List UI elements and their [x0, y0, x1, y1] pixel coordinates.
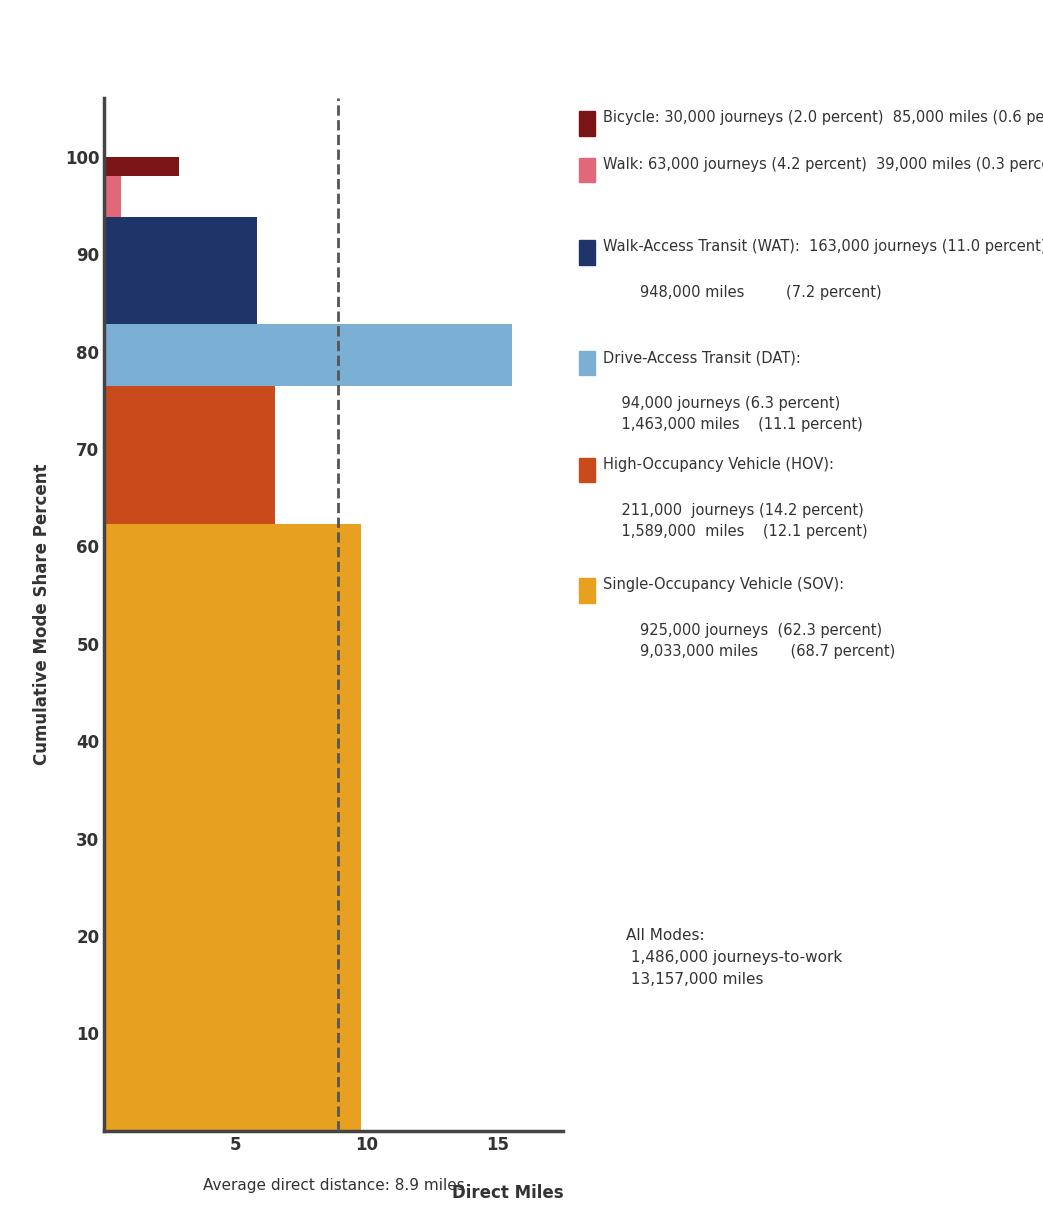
Bar [104, 324, 512, 386]
Text: Walk-Access Transit (WAT):  163,000 journeys (11.0 percent): Walk-Access Transit (WAT): 163,000 journ… [603, 240, 1043, 254]
Bar [104, 218, 257, 324]
Bar [104, 524, 361, 1131]
Bar [104, 176, 121, 218]
Text: Walk: 63,000 journeys (4.2 percent)  39,000 miles (0.3 percent): Walk: 63,000 journeys (4.2 percent) 39,0… [603, 157, 1043, 172]
Text: High-Occupancy Vehicle (HOV):: High-Occupancy Vehicle (HOV): [603, 457, 833, 472]
Text: Bicycle: 30,000 journeys (2.0 percent)  85,000 miles (0.6 percent): Bicycle: 30,000 journeys (2.0 percent) 8… [603, 111, 1043, 125]
Text: Direct Miles: Direct Miles [452, 1185, 563, 1202]
Text: Average direct distance: 8.9 miles: Average direct distance: 8.9 miles [203, 1179, 464, 1193]
Y-axis label: Cumulative Mode Share Percent: Cumulative Mode Share Percent [33, 463, 51, 766]
Text: 94,000 journeys (6.3 percent)
    1,463,000 miles    (11.1 percent): 94,000 journeys (6.3 percent) 1,463,000 … [603, 396, 863, 431]
Text: 925,000 journeys  (62.3 percent)
        9,033,000 miles       (68.7 percent): 925,000 journeys (62.3 percent) 9,033,00… [603, 623, 895, 659]
Text: 948,000 miles         (7.2 percent): 948,000 miles (7.2 percent) [603, 285, 881, 300]
Text: All Modes:
 1,486,000 journeys-to-work
 13,157,000 miles: All Modes: 1,486,000 journeys-to-work 13… [626, 928, 842, 987]
Bar [104, 157, 178, 176]
Text: 211,000  journeys (14.2 percent)
    1,589,000  miles    (12.1 percent): 211,000 journeys (14.2 percent) 1,589,00… [603, 503, 868, 538]
Bar [104, 386, 274, 524]
Text: Single-Occupancy Vehicle (SOV):: Single-Occupancy Vehicle (SOV): [603, 578, 844, 592]
Text: Drive-Access Transit (DAT):: Drive-Access Transit (DAT): [603, 350, 801, 365]
